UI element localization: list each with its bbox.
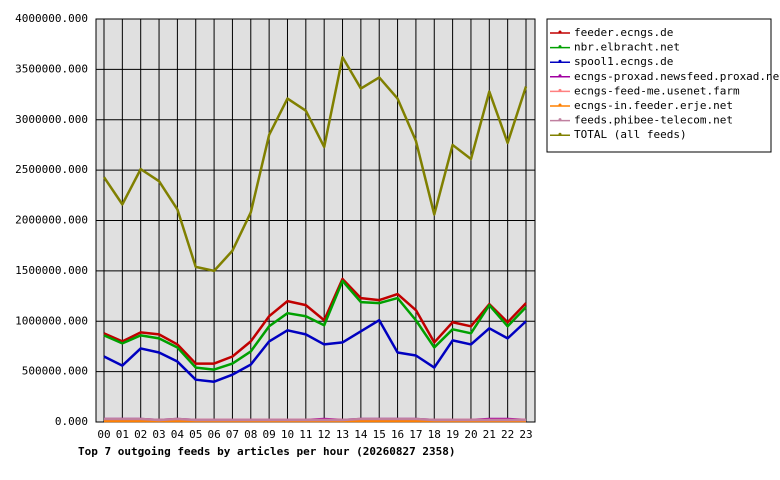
x-tick-label: 17: [409, 428, 422, 441]
y-tick-label: 3500000.000: [15, 62, 88, 75]
x-tick-label: 01: [116, 428, 129, 441]
x-tick-label: 08: [244, 428, 257, 441]
x-tick-label: 16: [391, 428, 404, 441]
x-tick-label: 00: [97, 428, 110, 441]
x-tick-label: 13: [336, 428, 349, 441]
x-tick-label: 14: [354, 428, 368, 441]
x-tick-label: 22: [501, 428, 514, 441]
y-tick-label: 3000000.000: [15, 113, 88, 126]
x-tick-label: 02: [134, 428, 147, 441]
series-line: [104, 417, 526, 422]
x-tick-label: 03: [152, 428, 165, 441]
legend-label: ecngs-feed-me.usenet.farm: [574, 84, 740, 97]
x-tick-label: 09: [263, 428, 276, 441]
legend-label: ecngs-proxad.newsfeed.proxad.net: [574, 70, 780, 83]
x-tick-label: 10: [281, 428, 294, 441]
legend-label: spool1.ecngs.de: [574, 55, 673, 68]
legend-marker: [558, 59, 562, 63]
y-tick-label: 4000000.000: [15, 12, 88, 25]
legend-label: ecngs-in.feeder.erje.net: [574, 99, 733, 112]
x-tick-label: 19: [446, 428, 459, 441]
legend-marker: [558, 103, 562, 107]
x-tick-label: 07: [226, 428, 239, 441]
chart-title: Top 7 outgoing feeds by articles per hou…: [78, 445, 456, 458]
series-line: [103, 279, 527, 371]
x-tick-label: 11: [299, 428, 312, 441]
legend-label: feeder.ecngs.de: [574, 26, 673, 39]
legend-label: TOTAL (all feeds): [574, 128, 687, 141]
y-tick-label: 500000.000: [22, 365, 88, 378]
y-tick-label: 2000000.000: [15, 214, 88, 227]
x-tick-label: 23: [519, 428, 532, 441]
legend-label: feeds.phibee-telecom.net: [574, 114, 733, 127]
legend-marker: [558, 132, 562, 136]
x-tick-label: 15: [373, 428, 386, 441]
x-tick-label: 06: [207, 428, 220, 441]
legend-marker: [558, 74, 562, 78]
legend-box: [546, 18, 772, 153]
x-tick-label: 18: [428, 428, 441, 441]
legend-marker: [558, 45, 562, 49]
series-line: [103, 318, 527, 383]
y-tick-label: 1500000.000: [15, 264, 88, 277]
x-tick-label: 12: [318, 428, 331, 441]
x-tick-label: 20: [464, 428, 477, 441]
x-tick-label: 21: [483, 428, 496, 441]
legend-label: nbr.elbracht.net: [574, 41, 680, 54]
series-line: [103, 277, 527, 365]
legend-marker: [558, 118, 562, 122]
y-tick-label: 2500000.000: [15, 163, 88, 176]
series-line: [102, 56, 528, 273]
y-tick-label: 1000000.000: [15, 314, 88, 327]
x-tick-label: 04: [171, 428, 185, 441]
legend-marker: [558, 30, 562, 34]
legend-marker: [558, 88, 562, 92]
x-tick-label: 05: [189, 428, 202, 441]
y-tick-label: 0.000: [55, 415, 88, 428]
